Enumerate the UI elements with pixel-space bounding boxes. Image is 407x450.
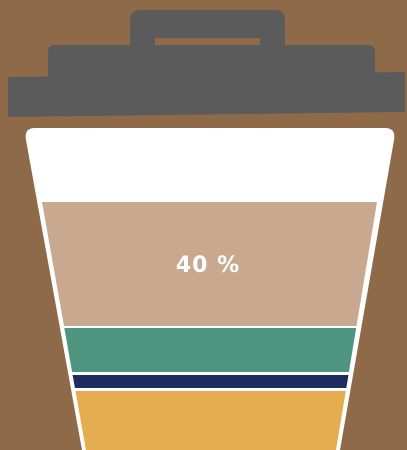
layer-orange [75,391,346,450]
layer-navy [72,375,349,388]
layer-green [64,328,357,372]
layer-foam [42,202,377,326]
lid-top [48,45,375,81]
lid-base [8,72,405,117]
lid-handle [130,10,285,45]
percent-label: 40 % [176,253,240,278]
